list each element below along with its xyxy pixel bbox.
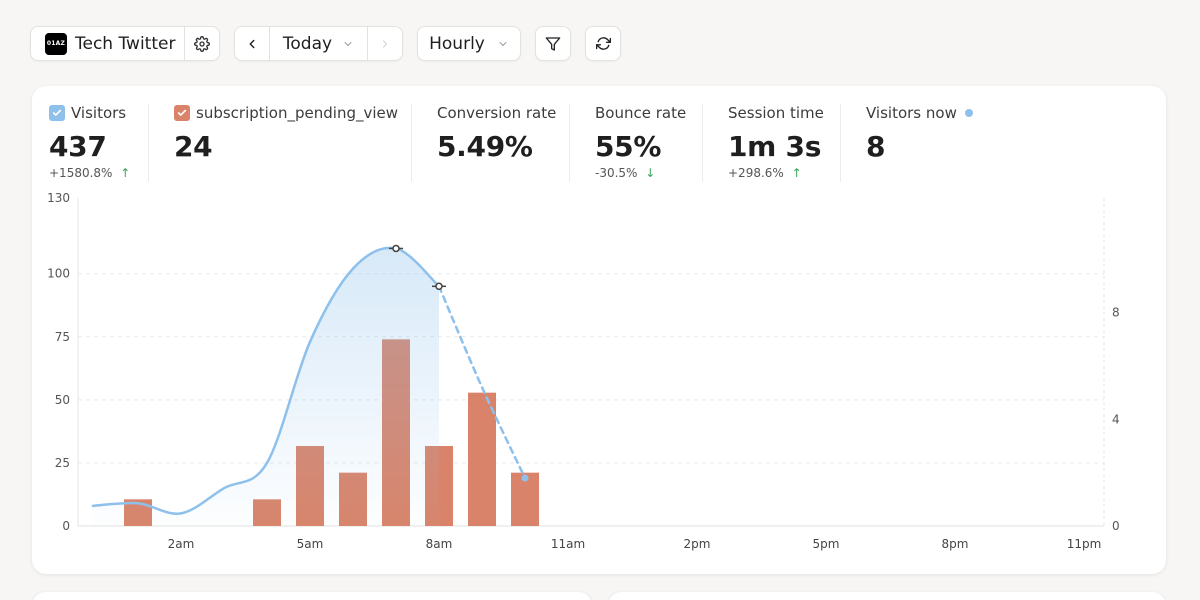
conversion-value: 5.49% [437, 130, 533, 163]
date-dropdown[interactable]: Today [270, 27, 368, 60]
session-label: Session time [728, 104, 824, 122]
session-change: +298.6% ↑ [728, 166, 802, 180]
y-tick-label: 25 [55, 456, 70, 470]
projected-point[interactable] [521, 474, 529, 482]
x-tick-label: 8am [426, 537, 453, 551]
refresh-icon [595, 37, 611, 50]
site-name-button[interactable]: 01AZ Tech Twitter [31, 27, 184, 60]
chevron-down-icon [499, 41, 507, 46]
subscription-label: subscription_pending_view [196, 104, 399, 122]
y2-tick-label: 0 [1112, 519, 1120, 533]
interval-label: Hourly [429, 33, 485, 54]
visitors-line [91, 246, 441, 515]
site-selector[interactable]: 01AZ Tech Twitter [30, 26, 220, 61]
bottom-card-right [608, 592, 1166, 600]
chevron-left-icon [249, 39, 255, 48]
visitors-checkbox[interactable] [49, 105, 65, 121]
previous-day-button[interactable] [235, 27, 269, 60]
subscription-value: 24 [174, 130, 213, 163]
x-tick-label: 5pm [813, 537, 840, 551]
subscription-checkbox[interactable] [174, 105, 190, 121]
visitors-label: Visitors [71, 104, 127, 122]
visitors-now-label: Visitors now [866, 104, 957, 122]
x-tick-label: 2pm [684, 537, 711, 551]
live-dot-icon [964, 109, 973, 117]
visitors-now-value: 8 [866, 130, 886, 163]
y-tick-label: 130 [47, 191, 70, 205]
settings-button[interactable] [185, 27, 219, 60]
y2-tick-label: 8 [1112, 306, 1120, 320]
y-tick-label: 50 [55, 393, 70, 407]
check-icon [52, 109, 62, 116]
bounce-label: Bounce rate [595, 104, 687, 122]
arrow-up-icon: ↑ [120, 166, 131, 180]
filter-button[interactable] [535, 26, 571, 61]
arrow-down-icon: ↓ [645, 166, 656, 180]
chevron-down-icon [344, 41, 352, 46]
x-tick-label: 5am [297, 537, 324, 551]
site-name: Tech Twitter [75, 33, 176, 54]
bottom-card-left [32, 592, 592, 600]
x-tick-label: 11am [551, 537, 585, 551]
bounce-change: -30.5% ↓ [595, 166, 656, 180]
site-logo: 01AZ [45, 32, 67, 55]
visitors-area [92, 247, 439, 526]
chevron-right-icon [383, 40, 388, 47]
visitors-line-projected [437, 285, 527, 480]
x-tick-label: 8pm [942, 537, 969, 551]
session-value: 1m 3s [728, 130, 822, 163]
refresh-button[interactable] [585, 26, 621, 61]
y-tick-label: 100 [47, 267, 70, 281]
gear-icon [194, 35, 211, 52]
date-label: Today [282, 33, 333, 54]
bounce-value: 55% [595, 130, 662, 163]
visitors-change: +1580.8% ↑ [49, 166, 131, 180]
visitors-value: 437 [49, 130, 107, 163]
y-tick-label: 0 [62, 519, 70, 533]
filter-icon [545, 36, 561, 51]
y-tick-label: 75 [55, 330, 70, 344]
check-icon [177, 109, 187, 116]
interval-dropdown[interactable]: Hourly [417, 26, 521, 61]
next-day-button[interactable] [368, 27, 402, 60]
data-point[interactable] [435, 282, 443, 291]
date-navigator: Today [234, 26, 403, 61]
arrow-up-icon: ↑ [791, 166, 802, 180]
x-tick-label: 11pm [1067, 537, 1102, 551]
y2-tick-label: 4 [1112, 412, 1120, 426]
conversion-label: Conversion rate [437, 104, 557, 122]
data-point[interactable] [392, 244, 400, 253]
x-tick-label: 2am [168, 537, 195, 551]
bar[interactable] [468, 392, 496, 526]
